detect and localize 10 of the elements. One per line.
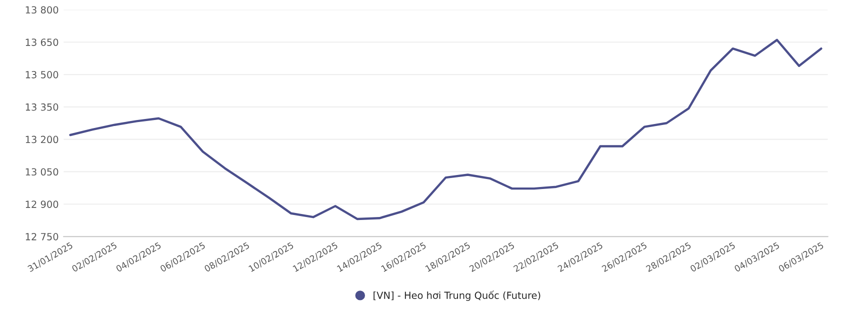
y-tick-label: 13 050 <box>26 168 58 176</box>
y-tick-label: 13 800 <box>26 6 58 14</box>
y-tick-label: 13 200 <box>26 136 58 144</box>
y-tick-label: 13 650 <box>26 38 58 46</box>
y-tick-label: 12 900 <box>26 200 58 208</box>
y-tick-label: 13 350 <box>26 103 58 111</box>
y-tick-label: 12 750 <box>26 233 58 240</box>
legend-label: [VN] - Heo hơi Trung Quốc (Future) <box>374 290 540 301</box>
y-tick-label: 13 500 <box>26 71 58 78</box>
line-series <box>69 38 822 220</box>
